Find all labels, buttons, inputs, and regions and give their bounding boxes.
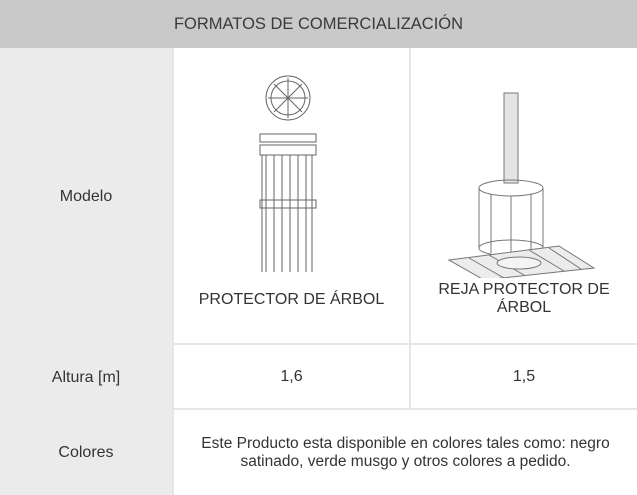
- reja-drawing: [447, 92, 596, 278]
- colors-text: Este Producto esta disponible en colores…: [172, 410, 637, 495]
- row-label: Modelo: [0, 48, 172, 345]
- height-value: 1,5: [409, 345, 637, 410]
- model-name: REJA PROTECTOR DE ÁRBOL: [438, 281, 610, 316]
- table-header: FORMATOS DE COMERCIALIZACIÓN: [0, 0, 637, 48]
- model-cell: REJA PROTECTOR DE ÁRBOL: [409, 48, 637, 345]
- row-label: Colores: [0, 410, 172, 495]
- model-name: PROTECTOR DE ÁRBOL: [198, 291, 385, 308]
- protector-drawing: [259, 75, 317, 272]
- row-label: Altura [m]: [0, 345, 172, 410]
- height-value: 1,6: [172, 345, 409, 410]
